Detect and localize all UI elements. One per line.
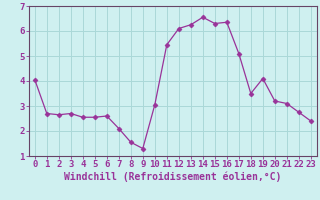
X-axis label: Windchill (Refroidissement éolien,°C): Windchill (Refroidissement éolien,°C) [64, 172, 282, 182]
